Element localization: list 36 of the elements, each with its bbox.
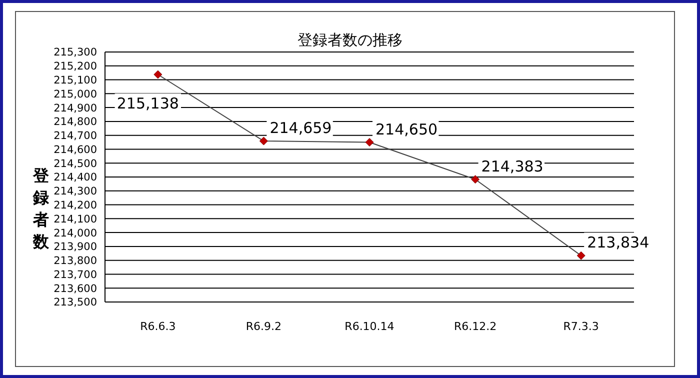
y-tick-label: 214,000 [54, 227, 97, 240]
x-tick-label: R6.10.14 [344, 320, 394, 333]
data-label: 214,383 [481, 157, 544, 176]
y-tick-label: 214,300 [54, 186, 97, 198]
y-tick-label: 214,400 [54, 172, 97, 184]
data-label: 214,650 [376, 120, 438, 138]
x-tick-label: R6.9.2 [246, 320, 282, 333]
y-tick-label: 215,300 [54, 46, 97, 59]
y-tick-label: 213,900 [54, 241, 97, 254]
chart-title: 登録者数の推移 [298, 31, 402, 49]
y-tick-label: 214,100 [54, 213, 97, 226]
point [365, 138, 374, 147]
y-tick-label: 215,100 [54, 74, 97, 87]
point [471, 175, 480, 184]
y-tick-label: 213,800 [54, 255, 97, 268]
y-axis-title: 登録者数 [32, 165, 50, 253]
point [154, 70, 162, 79]
data-label: 213,834 [587, 234, 650, 252]
x-tick-label: R6.12.2 [454, 320, 497, 333]
y-tick-label: 215,200 [54, 60, 97, 73]
y-tick-label: 215,000 [54, 88, 97, 100]
point [576, 251, 586, 260]
y-tick-label: 213,600 [54, 282, 97, 295]
y-tick-label: 214,600 [54, 144, 97, 156]
point [259, 136, 268, 146]
y-tick-label: 214,700 [54, 130, 97, 142]
x-tick-label: R6.6.3 [140, 320, 176, 333]
x-tick-label: R7.3.3 [563, 320, 599, 333]
y-tick-label: 214,800 [54, 116, 97, 128]
y-tick-label: 214,900 [54, 102, 97, 114]
data-label: 214,659 [270, 119, 332, 138]
y-tick-label: 213,700 [54, 268, 97, 281]
data-label: 215,138 [116, 94, 179, 112]
y-tick-label: 213,500 [54, 296, 97, 309]
y-tick-label: 214,200 [54, 200, 97, 212]
y-tick-label: 214,500 [54, 158, 97, 170]
